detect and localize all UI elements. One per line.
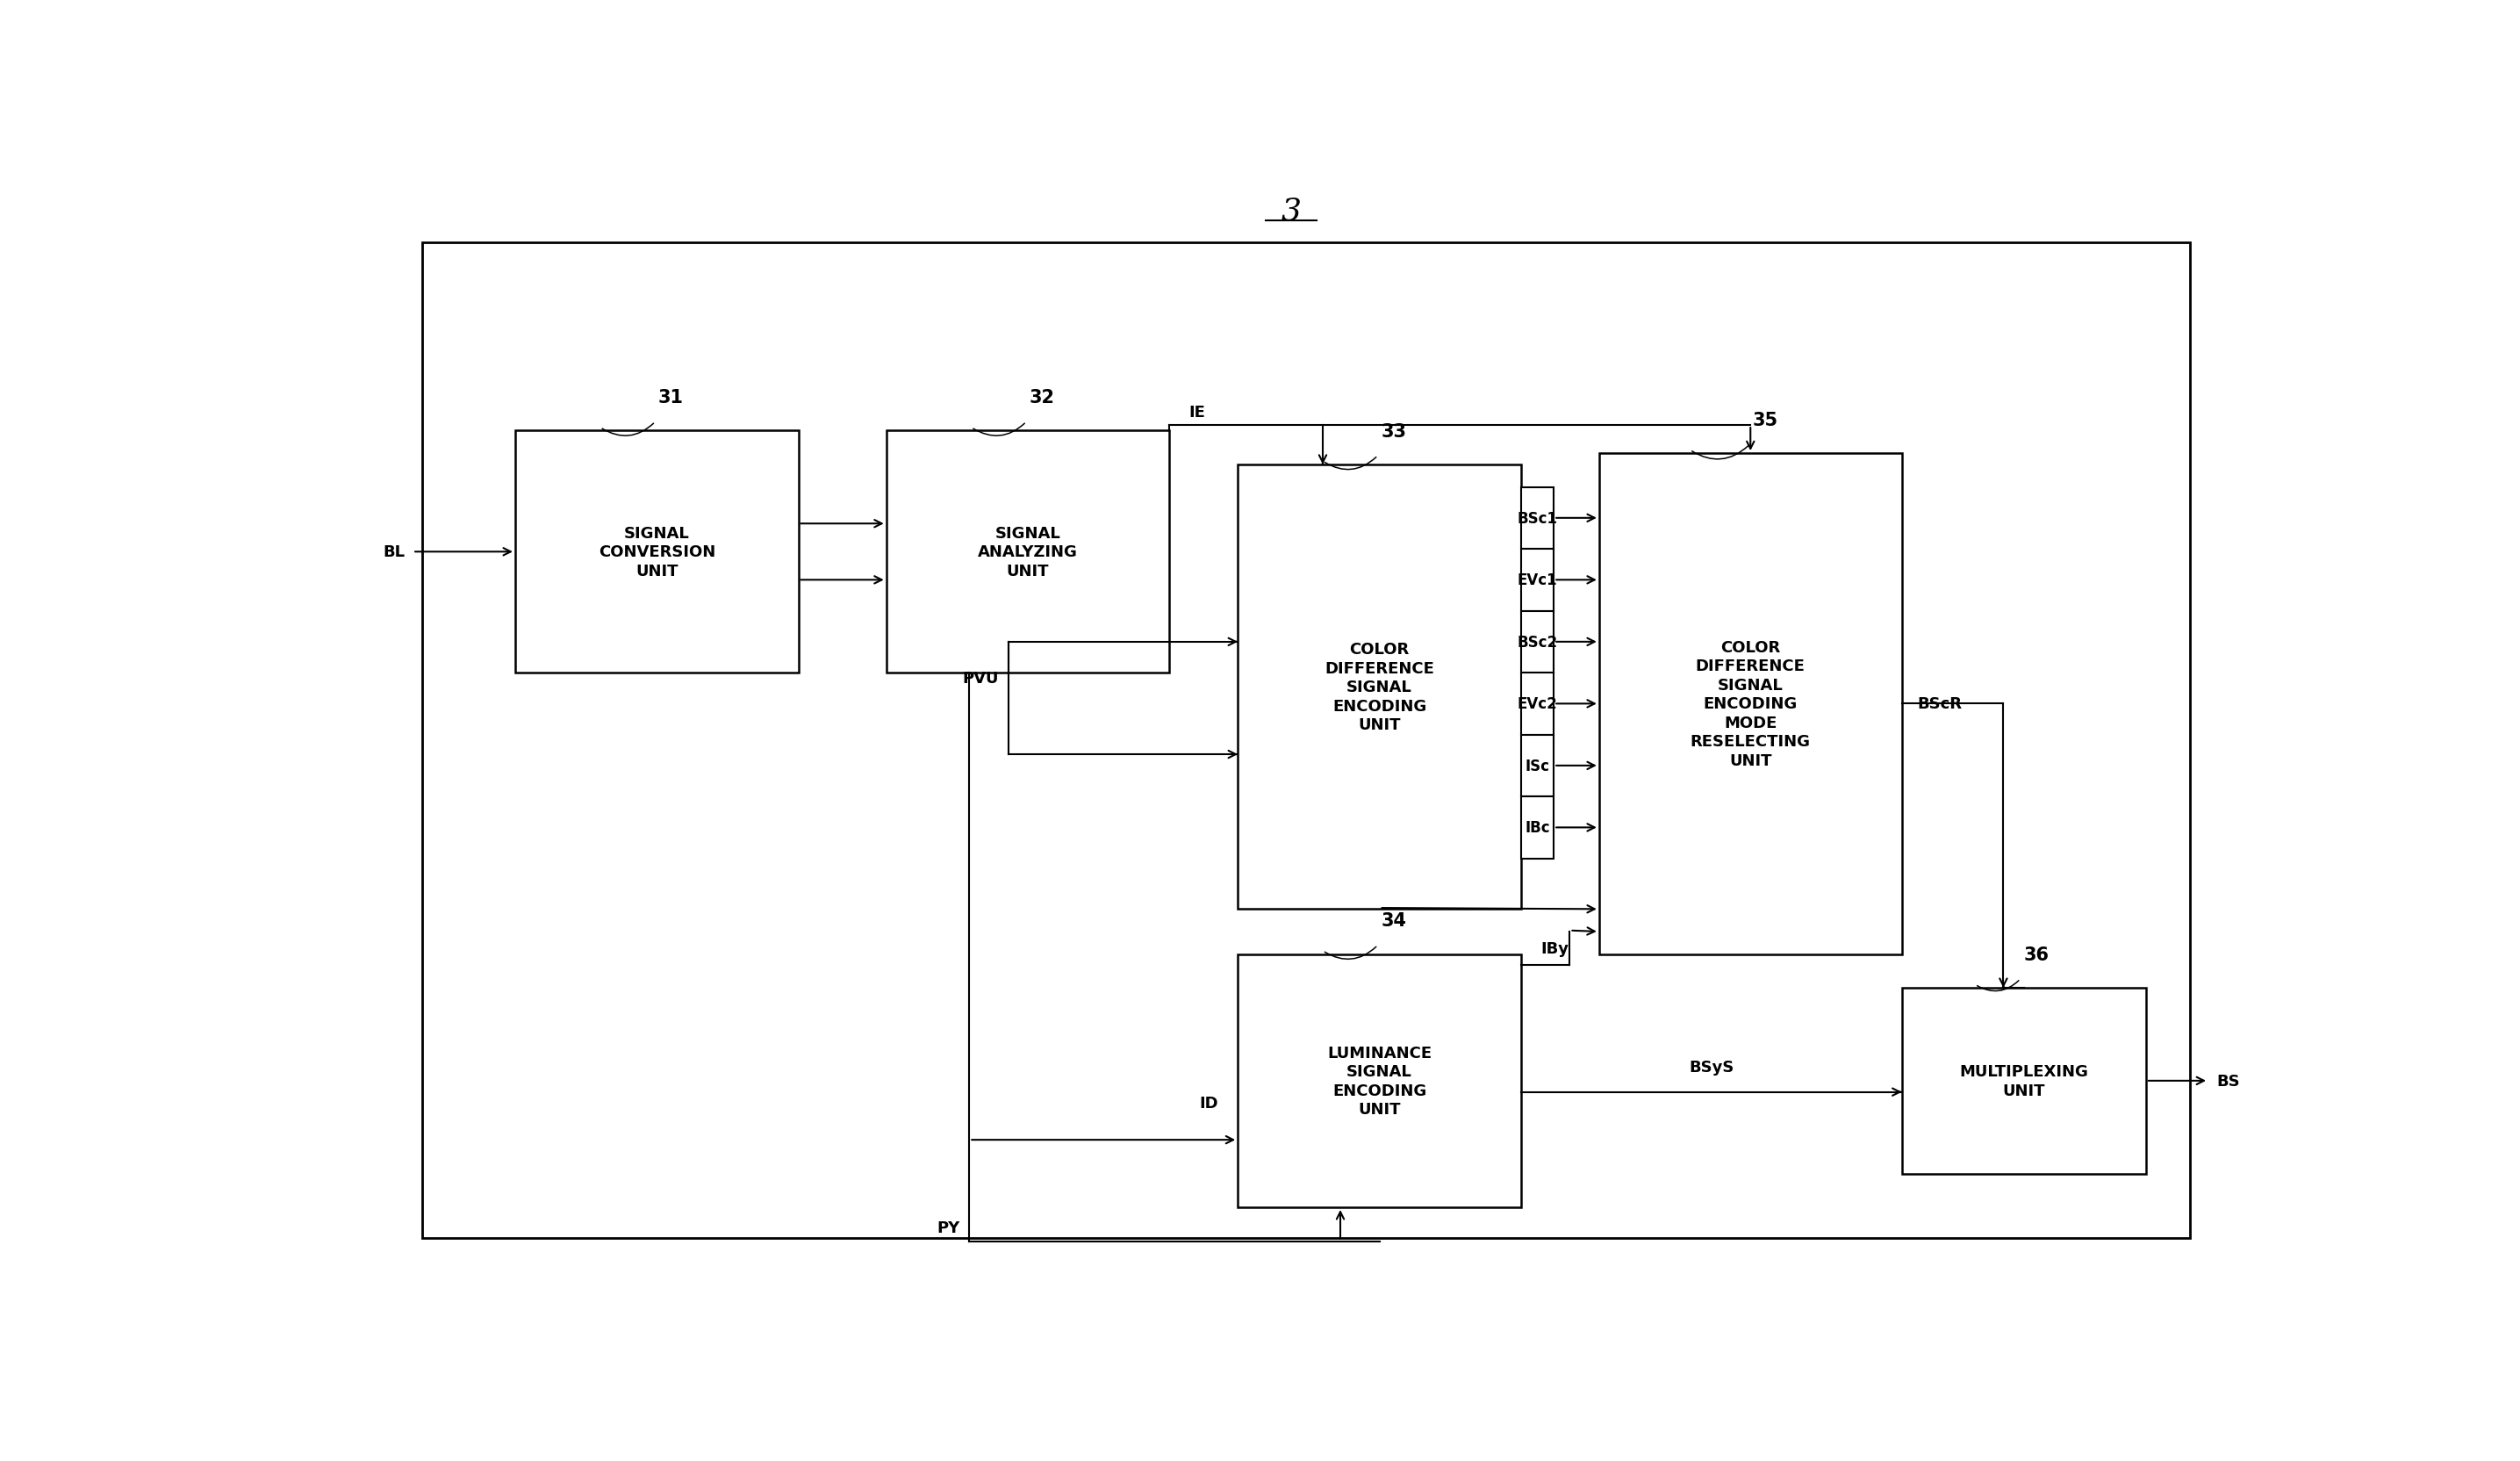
Text: COLOR
DIFFERENCE
SIGNAL
ENCODING
MODE
RESELECTING
UNIT: COLOR DIFFERENCE SIGNAL ENCODING MODE RE… xyxy=(1691,640,1809,768)
Bar xyxy=(887,431,1169,674)
Text: ISc: ISc xyxy=(1525,758,1550,774)
Text: BS: BS xyxy=(2215,1072,2240,1088)
Bar xyxy=(1522,549,1555,611)
Bar xyxy=(1522,611,1555,674)
Text: SIGNAL
CONVERSION
UNIT: SIGNAL CONVERSION UNIT xyxy=(597,526,716,579)
Text: PY: PY xyxy=(937,1220,960,1236)
Text: COLOR
DIFFERENCE
SIGNAL
ENCODING
UNIT: COLOR DIFFERENCE SIGNAL ENCODING UNIT xyxy=(1326,641,1434,733)
Bar xyxy=(1600,454,1903,954)
Text: PVU: PVU xyxy=(963,671,998,687)
Text: EVc2: EVc2 xyxy=(1517,695,1557,712)
Text: 36: 36 xyxy=(2024,945,2049,963)
Text: BSc1: BSc1 xyxy=(1517,510,1557,526)
Text: IBc: IBc xyxy=(1525,820,1550,836)
Bar xyxy=(1237,954,1522,1207)
Text: BL: BL xyxy=(383,545,406,560)
Bar xyxy=(1522,674,1555,735)
Text: BSyS: BSyS xyxy=(1688,1059,1734,1075)
Text: IBy: IBy xyxy=(1540,941,1567,957)
Text: IE: IE xyxy=(1189,405,1205,419)
Text: 33: 33 xyxy=(1381,422,1406,440)
Text: EVc1: EVc1 xyxy=(1517,573,1557,589)
Text: BScR: BScR xyxy=(1918,695,1963,712)
Bar xyxy=(514,431,799,674)
Text: SIGNAL
ANALYZING
UNIT: SIGNAL ANALYZING UNIT xyxy=(978,526,1079,579)
Bar xyxy=(1522,488,1555,549)
Text: 32: 32 xyxy=(1028,389,1056,406)
Bar xyxy=(1522,796,1555,859)
Text: 34: 34 xyxy=(1381,912,1406,929)
Text: 3: 3 xyxy=(1280,196,1303,226)
Text: ID: ID xyxy=(1200,1096,1217,1112)
Text: 35: 35 xyxy=(1754,412,1779,430)
Bar xyxy=(1237,465,1522,909)
Text: BSc2: BSc2 xyxy=(1517,634,1557,650)
Bar xyxy=(1903,988,2147,1173)
Bar xyxy=(1522,735,1555,796)
Text: LUMINANCE
SIGNAL
ENCODING
UNIT: LUMINANCE SIGNAL ENCODING UNIT xyxy=(1328,1045,1431,1118)
Bar xyxy=(423,243,2190,1239)
Text: MULTIPLEXING
UNIT: MULTIPLEXING UNIT xyxy=(1961,1064,2089,1099)
Text: 31: 31 xyxy=(658,389,683,406)
